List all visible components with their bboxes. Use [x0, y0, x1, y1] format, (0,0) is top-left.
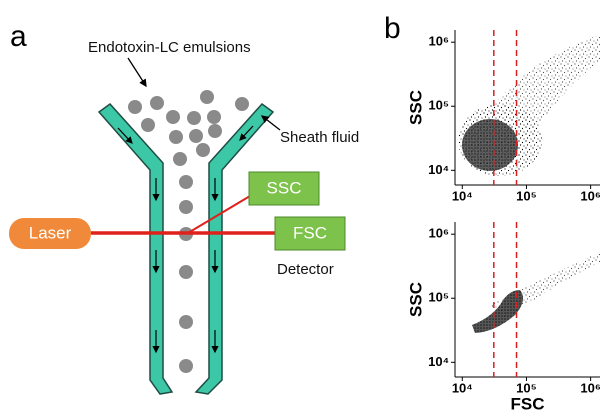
pointer [262, 116, 280, 130]
y-axis-label: SSC [406, 282, 425, 317]
x-axis-label: FSC [511, 394, 545, 413]
figure: a b Endotoxin-LC emulsions Sheath fluid … [0, 0, 603, 413]
label: Endotoxin-LC emulsions [88, 39, 251, 56]
x-tick-label: 10⁶ [580, 188, 600, 203]
y-tick-label: 10⁶ [429, 34, 449, 49]
event-cloud [472, 252, 600, 333]
x-tick-label: 10⁴ [452, 380, 473, 395]
y-axis-label: SSC [406, 90, 425, 125]
panel-label: a [10, 20, 27, 53]
label: Sheath fluid [280, 129, 359, 146]
x-tick-label: 10⁵ [516, 188, 537, 203]
y-tick-label: 10⁵ [428, 290, 449, 305]
x-tick-label: 10⁶ [580, 380, 600, 395]
label: Detector [277, 261, 334, 278]
y-tick-label: 10⁴ [428, 354, 449, 369]
label: SSC [267, 178, 302, 197]
y-tick-label: 10⁴ [428, 162, 449, 177]
y-tick-label: 10⁶ [429, 226, 449, 241]
panel-label: b [384, 12, 401, 45]
x-tick-label: 10⁵ [516, 380, 537, 395]
flow-channel [99, 104, 273, 394]
event-cloud [458, 35, 600, 176]
label: Laser [29, 223, 72, 242]
x-tick-label: 10⁴ [452, 188, 473, 203]
label: FSC [293, 223, 327, 242]
pointer [128, 58, 146, 86]
y-tick-label: 10⁵ [428, 98, 449, 113]
